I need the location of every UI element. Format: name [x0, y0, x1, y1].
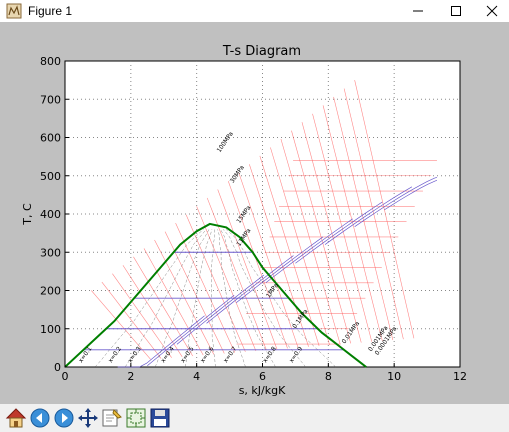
- isenthalpic-line: [322, 105, 383, 341]
- isenthalpic-line: [112, 273, 172, 358]
- isenthalpic-line: [227, 181, 288, 349]
- isenthalpic-line: [143, 248, 204, 356]
- minimize-button[interactable]: [400, 0, 436, 22]
- isobar-line: [384, 180, 438, 211]
- isobar-line: [324, 186, 413, 245]
- zoom-icon: [102, 409, 122, 427]
- x-tick-label: 10: [387, 370, 401, 383]
- isobar-line: [206, 255, 294, 324]
- y-tick-label: 0: [54, 361, 61, 374]
- subplots-button[interactable]: [124, 406, 148, 430]
- y-tick-label: 500: [40, 170, 61, 183]
- quality-line: [94, 229, 204, 368]
- home-button[interactable]: [4, 406, 28, 430]
- y-tick-label: 200: [40, 285, 61, 298]
- y-tick-label: 100: [40, 323, 61, 336]
- home-icon: [5, 408, 27, 428]
- isobar-line: [235, 236, 324, 304]
- minimize-icon: [413, 10, 423, 12]
- window-title: Figure 1: [28, 4, 73, 18]
- back-button[interactable]: [28, 406, 52, 430]
- isenthalpic-line: [259, 155, 320, 346]
- isenthalpic-line: [217, 189, 278, 350]
- pan-icon: [78, 408, 98, 428]
- saturation-curve: [64, 222, 367, 368]
- x-axis-label: s, kJ/kgK: [239, 384, 286, 397]
- isenthalpic-line: [301, 122, 362, 343]
- figure-canvas[interactable]: 100MPa 30MPa 15MPa 11MPa 1MPa 0.1MPa 0.01MPa 0.…: [0, 22, 509, 404]
- quality-line: [220, 229, 276, 368]
- quality-line: [155, 229, 210, 368]
- isenthalpic-line: [280, 138, 341, 345]
- series-group: [64, 222, 367, 368]
- isobar-line: [354, 176, 438, 227]
- tick-group: 0 2 4 6 8 10 12 0 100 200 300 400 500 600 700 800: [40, 55, 467, 383]
- x-tick-label: 12: [453, 370, 467, 383]
- quality-line: [225, 229, 336, 368]
- quality-line: [185, 229, 213, 368]
- x-tick-label: 2: [127, 370, 134, 383]
- quality-line: [211, 229, 216, 368]
- isenthalpic-line: [333, 96, 394, 341]
- maximize-icon: [451, 6, 461, 16]
- x-tick-label: 8: [325, 370, 332, 383]
- isobar-line: [176, 274, 265, 345]
- y-tick-label: 400: [40, 208, 61, 221]
- save-button[interactable]: [148, 406, 172, 430]
- isenthalpic-line: [238, 172, 299, 348]
- isenthalpic-line: [196, 206, 257, 352]
- isenthalpic-line: [175, 223, 236, 353]
- forward-arrow-icon: [54, 408, 74, 428]
- y-tick-label: 600: [40, 132, 61, 145]
- isenthalpic-line: [354, 80, 415, 339]
- y-tick-label: 800: [40, 55, 61, 68]
- quality-line: [124, 229, 207, 368]
- quality-lines: [94, 229, 336, 368]
- subplots-config-icon: [126, 408, 146, 428]
- x-tick-label: 6: [259, 370, 266, 383]
- isenthalpic-line: [312, 113, 373, 342]
- back-arrow-icon: [30, 408, 50, 428]
- close-button[interactable]: [474, 0, 509, 22]
- x-tick-label: 4: [193, 370, 200, 383]
- y-axis-label: T, C: [21, 203, 34, 226]
- matplotlib-figure-icon: [6, 3, 22, 19]
- isenthalpic-line: [91, 290, 151, 360]
- grid: [65, 61, 460, 367]
- pan-button[interactable]: [76, 406, 100, 430]
- isenthalpic-line: [249, 164, 309, 347]
- quality-line: [217, 229, 246, 368]
- forward-button[interactable]: [52, 406, 76, 430]
- isenthalpic-line: [206, 197, 267, 351]
- x-tick-label: 0: [62, 370, 69, 383]
- navigation-toolbar: [0, 404, 509, 432]
- chart-title: T-s Diagram: [222, 44, 301, 59]
- y-tick-label: 300: [40, 246, 61, 259]
- close-icon: [486, 5, 498, 17]
- isobar-line: [265, 218, 353, 283]
- y-tick-label: 700: [40, 93, 61, 106]
- isenthalpic-line: [154, 239, 215, 355]
- isobar-line: [295, 201, 383, 264]
- save-icon: [150, 408, 170, 428]
- zoom-button[interactable]: [100, 406, 124, 430]
- window-titlebar: Figure 1: [0, 0, 509, 22]
- isenthalpic-line: [270, 147, 330, 346]
- isenthalpic-line: [101, 281, 162, 359]
- maximize-button[interactable]: [438, 0, 474, 22]
